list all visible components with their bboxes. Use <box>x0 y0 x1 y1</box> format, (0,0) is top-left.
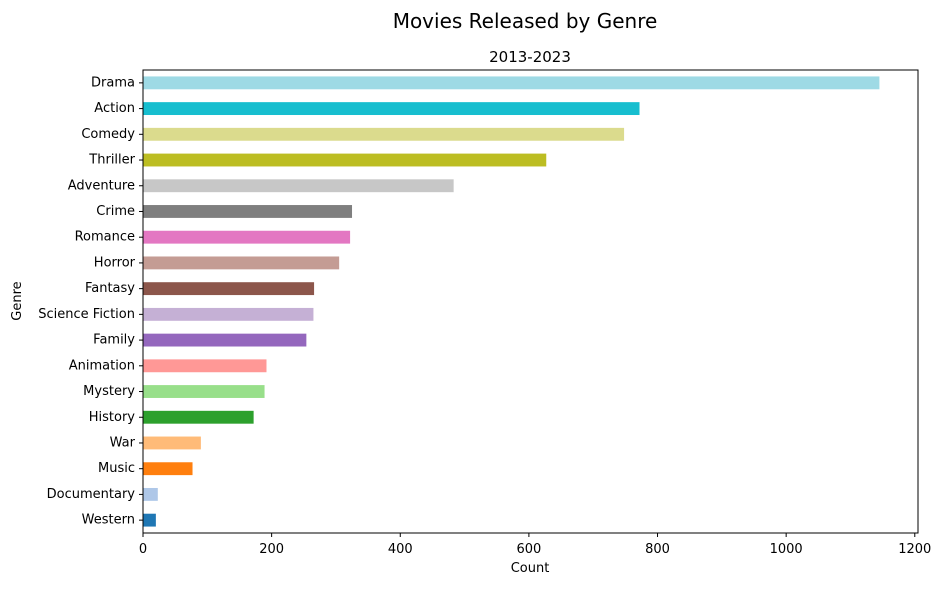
bar-thriller <box>143 153 547 167</box>
x-tick-label: 1000 <box>770 542 803 557</box>
y-tick-label: Action <box>94 101 135 116</box>
y-tick-label: Romance <box>75 230 135 245</box>
y-tick-label: Thriller <box>88 153 135 168</box>
bar-animation <box>143 359 267 373</box>
plot-frame <box>142 69 919 534</box>
y-tick-label: Drama <box>91 75 135 90</box>
y-tick-label: Music <box>98 461 135 476</box>
y-tick-label: Crime <box>96 204 135 219</box>
bar-action <box>143 102 640 116</box>
y-tick-label: Western <box>82 513 135 528</box>
bar-history <box>143 410 254 424</box>
bars <box>143 76 880 527</box>
y-tick-label: History <box>89 410 136 425</box>
x-tick-label: 1200 <box>898 542 931 557</box>
bar-comedy <box>143 127 625 141</box>
y-tick-label: Comedy <box>81 127 135 142</box>
y-tick-label: Family <box>93 333 135 348</box>
bar-music <box>143 462 193 476</box>
x-tick-label: 0 <box>139 542 147 557</box>
y-tick-label: Mystery <box>83 384 135 399</box>
y-tick-label: Fantasy <box>85 281 135 296</box>
bar-war <box>143 436 201 450</box>
chart-subtitle: 2013-2023 <box>489 48 571 66</box>
x-tick-label: 600 <box>516 542 541 557</box>
x-tick-label: 800 <box>645 542 670 557</box>
chart-title: Movies Released by Genre <box>393 9 658 33</box>
y-tick-label: Horror <box>94 255 136 270</box>
y-tick-label: War <box>110 435 136 450</box>
bar-mystery <box>143 385 265 398</box>
bar-documentary <box>143 487 158 501</box>
y-tick-label: Adventure <box>68 178 135 193</box>
bar-crime <box>143 205 353 218</box>
x-tick-label: 200 <box>259 542 284 557</box>
x-ticks: 0 200 400 600 800 1000 1200 <box>139 533 931 557</box>
y-axis-label: Genre <box>10 281 25 320</box>
x-tick-label: 400 <box>388 542 413 557</box>
y-tick-labels: Drama Action Comedy Thriller Adventure Crime R… <box>38 75 143 528</box>
x-axis-label: Count <box>511 561 550 576</box>
bar-fantasy <box>143 282 315 296</box>
y-tick-label: Science Fiction <box>38 307 135 322</box>
bar-romance <box>143 230 351 244</box>
bar-family <box>143 333 307 347</box>
bar-science-fiction <box>143 307 314 321</box>
y-tick-label: Animation <box>69 358 135 373</box>
y-tick-label: Documentary <box>47 487 136 502</box>
bar-horror <box>143 256 340 270</box>
bar-adventure <box>143 179 454 193</box>
bar-western <box>143 513 156 527</box>
bar-drama <box>143 76 880 90</box>
